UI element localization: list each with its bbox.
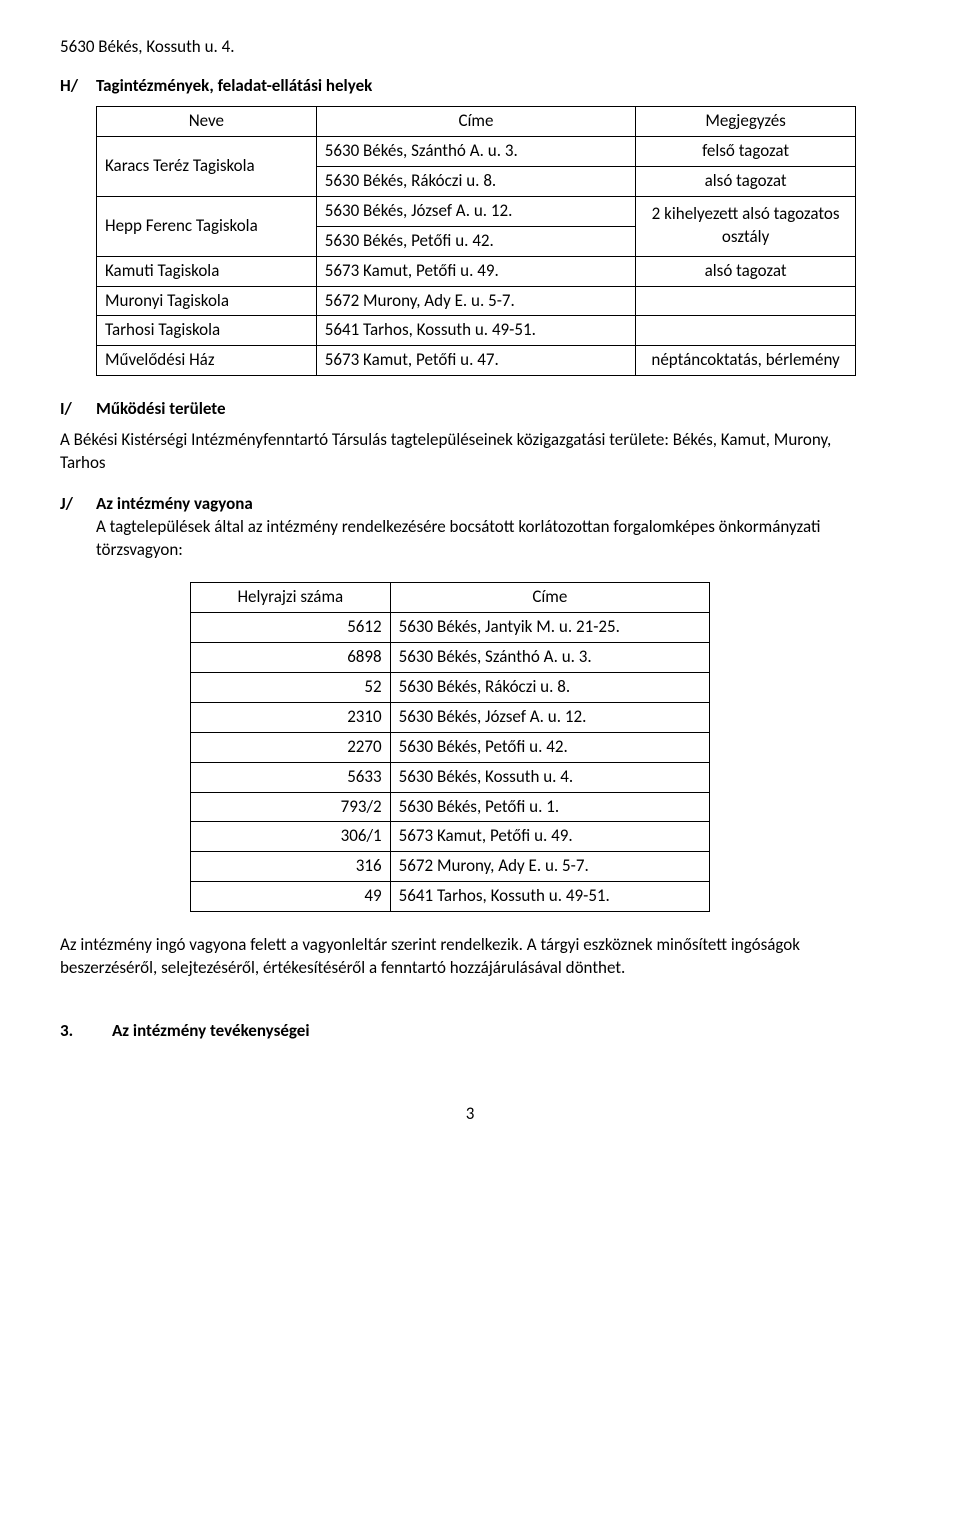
section-letter-i: I/	[60, 398, 96, 421]
table-row: 495641 Tarhos, Kossuth u. 49-51.	[191, 882, 710, 912]
cell-plotnum: 49	[191, 882, 391, 912]
table-row: Karacs Teréz Tagiskola 5630 Békés, Szánt…	[97, 136, 856, 166]
table-row: 306/15673 Kamut, Petőfi u. 49.	[191, 822, 710, 852]
cell-addr: 5630 Békés, Petőfi u. 42.	[390, 732, 709, 762]
cell-addr: 5673 Kamut, Petőfi u. 47.	[316, 346, 635, 376]
cell-plotnum: 316	[191, 852, 391, 882]
section-3-heading: 3. Az intézmény tevékenységei	[60, 1020, 880, 1043]
cell-addr: 5630 Békés, Szánthó A. u. 3.	[316, 136, 635, 166]
cell-addr: 5630 Békés, Rákóczi u. 8.	[390, 672, 709, 702]
cell-addr: 5630 Békés, Rákóczi u. 8.	[316, 166, 635, 196]
cell-note	[636, 316, 856, 346]
table-row: Muronyi Tagiskola 5672 Murony, Ady E. u.…	[97, 286, 856, 316]
cell-addr: 5630 Békés, Szánthó A. u. 3.	[390, 642, 709, 672]
th-name: Neve	[97, 106, 317, 136]
section-title-h: Tagintézmények, feladat-ellátási helyek	[96, 75, 372, 98]
cell-plotnum: 793/2	[191, 792, 391, 822]
cell-addr: 5673 Kamut, Petőfi u. 49.	[390, 822, 709, 852]
cell-addr: 5672 Murony, Ady E. u. 5-7.	[390, 852, 709, 882]
cell-addr: 5630 Békés, Petőfi u. 42.	[316, 226, 635, 256]
section-title-3: Az intézmény tevékenységei	[112, 1020, 310, 1043]
table-row: 525630 Békés, Rákóczi u. 8.	[191, 672, 710, 702]
section-i-heading: I/ Működési területe	[60, 398, 880, 421]
property-table: Helyrajzi száma Címe 56125630 Békés, Jan…	[190, 582, 710, 912]
table-row: Tarhosi Tagiskola 5641 Tarhos, Kossuth u…	[97, 316, 856, 346]
cell-addr: 5641 Tarhos, Kossuth u. 49-51.	[390, 882, 709, 912]
section-h-heading: H/ Tagintézmények, feladat-ellátási hely…	[60, 75, 880, 98]
table-header-row: Helyrajzi száma Címe	[191, 582, 710, 612]
section-title-j: Az intézmény vagyona	[96, 493, 880, 516]
cell-addr: 5630 Békés, Jantyik M. u. 21-25.	[390, 612, 709, 642]
section-number-3: 3.	[60, 1020, 112, 1043]
table-header-row: Neve Címe Megjegyzés	[97, 106, 856, 136]
table-row: 3165672 Murony, Ady E. u. 5-7.	[191, 852, 710, 882]
th-addr: Címe	[390, 582, 709, 612]
cell-addr: 5641 Tarhos, Kossuth u. 49-51.	[316, 316, 635, 346]
cell-plotnum: 52	[191, 672, 391, 702]
cell-plotnum: 2310	[191, 702, 391, 732]
cell-plotnum: 306/1	[191, 822, 391, 852]
section-letter-j: J/	[60, 493, 96, 574]
table-row: 56335630 Békés, Kossuth u. 4.	[191, 762, 710, 792]
cell-name: Tarhosi Tagiskola	[97, 316, 317, 346]
cell-name: Művelődési Ház	[97, 346, 317, 376]
table-row: Kamuti Tagiskola 5673 Kamut, Petőfi u. 4…	[97, 256, 856, 286]
cell-name: Hepp Ferenc Tagiskola	[97, 196, 317, 256]
table-row: 56125630 Békés, Jantyik M. u. 21-25.	[191, 612, 710, 642]
table-row: 793/25630 Békés, Petőfi u. 1.	[191, 792, 710, 822]
th-note: Megjegyzés	[636, 106, 856, 136]
cell-note: néptáncoktatás, bérlemény	[636, 346, 856, 376]
cell-name: Kamuti Tagiskola	[97, 256, 317, 286]
section-j-body: A tagtelepülések által az intézmény rend…	[96, 516, 880, 562]
closing-paragraph: Az intézmény ingó vagyona felett a vagyo…	[60, 934, 880, 980]
cell-name: Muronyi Tagiskola	[97, 286, 317, 316]
cell-plotnum: 6898	[191, 642, 391, 672]
top-address: 5630 Békés, Kossuth u. 4.	[60, 36, 880, 59]
section-j-heading: J/ Az intézmény vagyona A tagtelepülések…	[60, 493, 880, 574]
cell-note	[636, 286, 856, 316]
cell-plotnum: 2270	[191, 732, 391, 762]
table-row: 23105630 Békés, József A. u. 12.	[191, 702, 710, 732]
section-title-i: Működési területe	[96, 398, 226, 421]
cell-addr: 5630 Békés, József A. u. 12.	[316, 196, 635, 226]
table-row: 22705630 Békés, Petőfi u. 42.	[191, 732, 710, 762]
cell-addr: 5673 Kamut, Petőfi u. 49.	[316, 256, 635, 286]
cell-note: alsó tagozat	[636, 166, 856, 196]
institutions-table: Neve Címe Megjegyzés Karacs Teréz Tagisk…	[96, 106, 856, 376]
cell-plotnum: 5633	[191, 762, 391, 792]
table-row: Művelődési Ház 5673 Kamut, Petőfi u. 47.…	[97, 346, 856, 376]
cell-plotnum: 5612	[191, 612, 391, 642]
cell-note: felső tagozat	[636, 136, 856, 166]
th-plotnum: Helyrajzi száma	[191, 582, 391, 612]
document-page: 5630 Békés, Kossuth u. 4. H/ Tagintézmén…	[0, 0, 960, 1176]
cell-note: 2 kihelyezett alsó tagozatos osztály	[636, 196, 856, 256]
section-i-body: A Békési Kistérségi Intézményfenntartó T…	[60, 429, 880, 475]
th-addr: Címe	[316, 106, 635, 136]
cell-note: alsó tagozat	[636, 256, 856, 286]
table-row: 68985630 Békés, Szánthó A. u. 3.	[191, 642, 710, 672]
cell-addr: 5630 Békés, József A. u. 12.	[390, 702, 709, 732]
table-row: Hepp Ferenc Tagiskola 5630 Békés, József…	[97, 196, 856, 226]
page-number: 3	[60, 1103, 880, 1126]
cell-addr: 5672 Murony, Ady E. u. 5-7.	[316, 286, 635, 316]
cell-addr: 5630 Békés, Petőfi u. 1.	[390, 792, 709, 822]
section-letter-h: H/	[60, 75, 96, 98]
cell-addr: 5630 Békés, Kossuth u. 4.	[390, 762, 709, 792]
cell-name: Karacs Teréz Tagiskola	[97, 136, 317, 196]
